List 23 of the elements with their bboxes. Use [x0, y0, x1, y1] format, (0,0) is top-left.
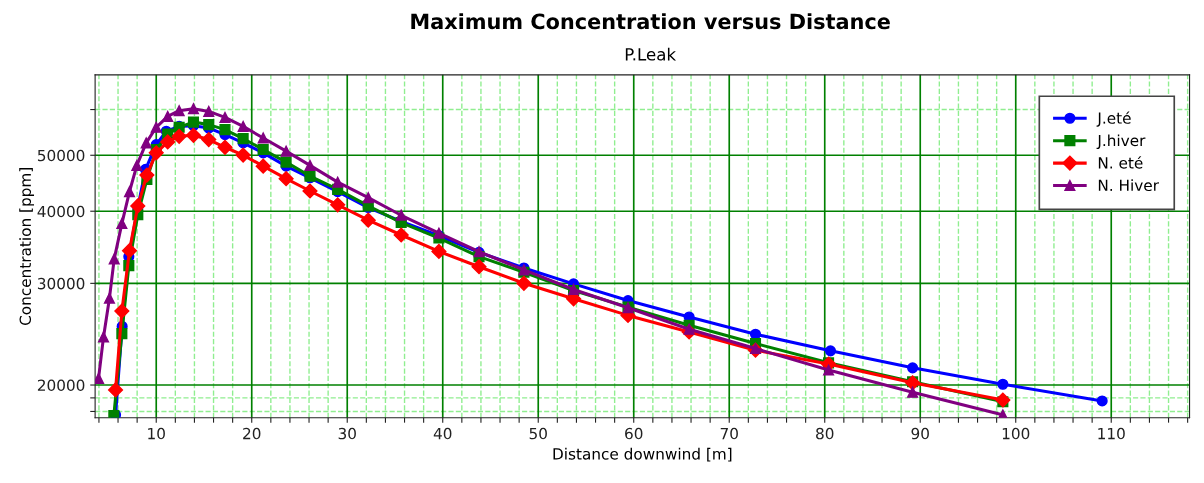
- y-tick-label: 30000: [37, 277, 85, 290]
- x-tick-label: 90: [911, 427, 929, 440]
- legend-label: N. eté: [1098, 156, 1143, 169]
- x-tick-label: 40: [433, 427, 452, 440]
- x-axis-title: Distance downwind [m]: [553, 447, 732, 462]
- y-tick-label: 20000: [37, 379, 85, 392]
- chart-subtitle: P.Leak: [625, 47, 677, 61]
- x-tick-label: 100: [1002, 427, 1030, 440]
- y-tick-label: 50000: [37, 149, 85, 162]
- chart-title: Maximum Concentration versus Distance: [411, 13, 890, 30]
- x-tick-label: 70: [720, 427, 738, 440]
- y-axis-title: Concentration [ppm]: [19, 168, 35, 326]
- legend-label: J.hiver: [1096, 134, 1146, 150]
- legend-label: J.eté: [1096, 111, 1131, 127]
- x-tick-label: 80: [816, 427, 834, 440]
- legend-label: N. Hiver: [1098, 179, 1159, 192]
- x-tick-label: 110: [1098, 427, 1125, 440]
- y-tick-label: 40000: [37, 205, 85, 218]
- x-tick-label: 30: [338, 427, 356, 440]
- x-tick-label: 50: [529, 427, 547, 440]
- x-tick-label: 10: [148, 427, 165, 440]
- x-tick-label: 20: [243, 427, 261, 440]
- x-tick-label: 60: [625, 427, 643, 440]
